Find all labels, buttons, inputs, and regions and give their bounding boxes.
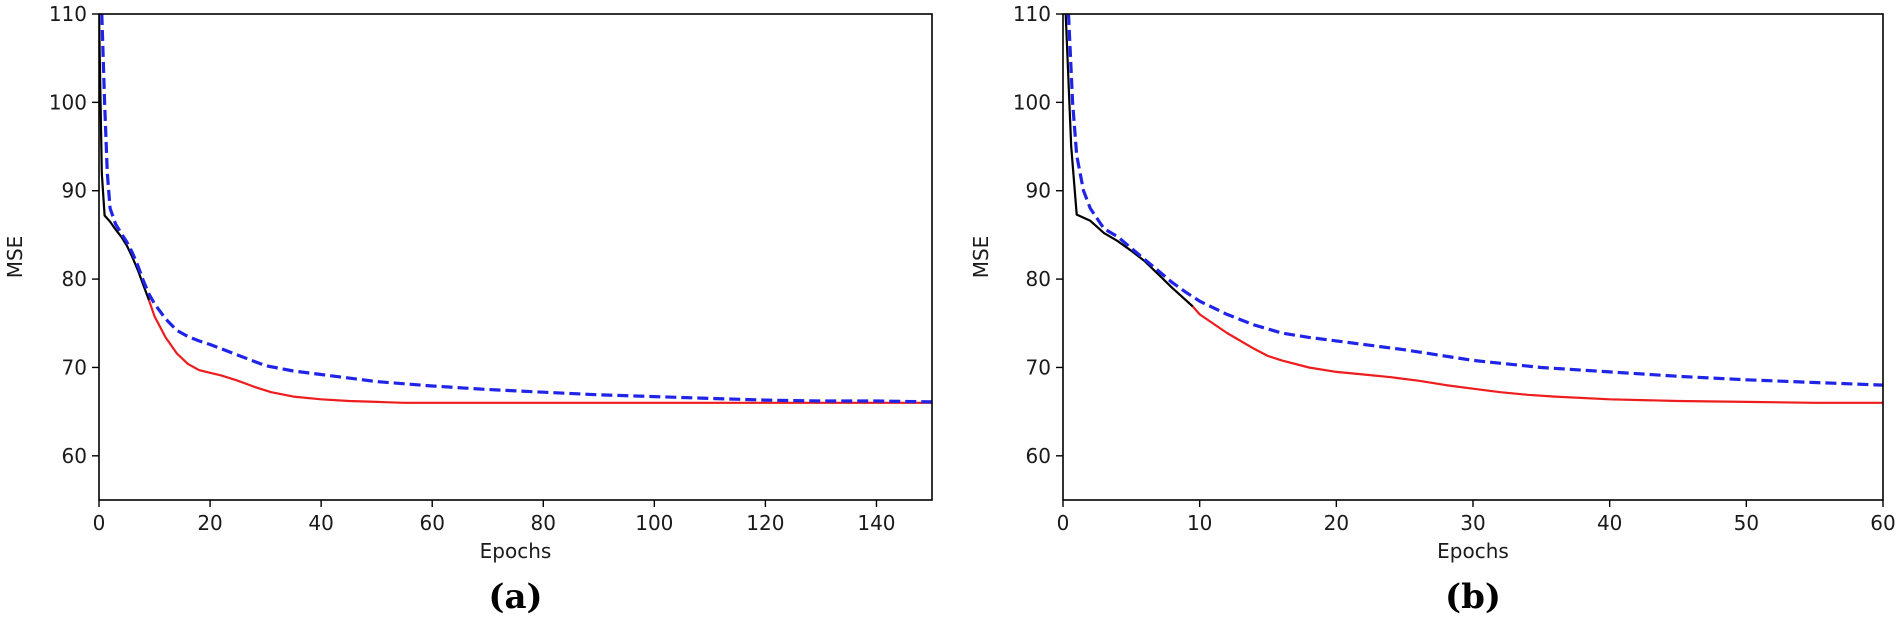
y-tick-label: 80	[1026, 267, 1051, 291]
series-line-2	[147, 299, 932, 404]
y-tick-label: 80	[62, 267, 87, 291]
y-tick-label: 110	[49, 2, 87, 26]
x-axis-label: Epochs	[480, 539, 552, 563]
x-tick-label: 40	[1597, 511, 1622, 535]
panel-label: (b)	[1445, 577, 1501, 617]
x-tick-label: 40	[308, 511, 333, 535]
x-tick-label: 140	[857, 511, 895, 535]
series-group	[1064, 14, 1883, 404]
series-line-3	[100, 14, 932, 404]
series-group	[99, 14, 932, 404]
chart-panel-b: 0 10 20 30 40 50 60 60 70 80 90 100 110 Epochs MSE (b)	[969, 2, 1896, 617]
x-tick-label: 120	[746, 511, 784, 535]
x-tick-label: 60	[1870, 511, 1895, 535]
x-tick-label: 60	[419, 511, 444, 535]
y-tick-label: 90	[1026, 179, 1051, 203]
y-axis-label: MSE	[969, 236, 993, 279]
y-tick-label: 70	[1026, 355, 1051, 379]
x-tick-label: 10	[1187, 511, 1212, 535]
y-tick-label: 70	[62, 355, 87, 379]
x-tick-label: 0	[93, 511, 106, 535]
y-tick-label: 100	[1013, 90, 1051, 114]
panel-label: (a)	[488, 577, 542, 617]
plot-frame	[1062, 13, 1884, 501]
chart-panel-a: 0 20 40 60 80 100 120 140 60 70 80 90 100 110 Epochs MS…	[3, 2, 933, 617]
series-line-1	[99, 14, 151, 301]
x-tick-label: 20	[1324, 511, 1349, 535]
y-tick-label: 90	[62, 179, 87, 203]
x-tick-label: 50	[1734, 511, 1759, 535]
x-tick-label: 20	[197, 511, 222, 535]
x-axis-label: Epochs	[1437, 539, 1509, 563]
x-tick-label: 0	[1057, 511, 1070, 535]
x-tick-label: 100	[635, 511, 673, 535]
series-line-3	[1066, 14, 1883, 387]
plot-frame	[98, 13, 933, 501]
x-tick-label: 80	[531, 511, 556, 535]
y-tick-label: 60	[62, 444, 87, 468]
y-tick-label: 100	[49, 90, 87, 114]
x-tick-label: 30	[1460, 511, 1485, 535]
series-line-2	[1191, 305, 1883, 404]
y-tick-label: 60	[1026, 444, 1051, 468]
y-axis-label: MSE	[3, 236, 27, 279]
y-tick-label: 110	[1013, 2, 1051, 26]
series-line-1	[1064, 14, 1194, 308]
